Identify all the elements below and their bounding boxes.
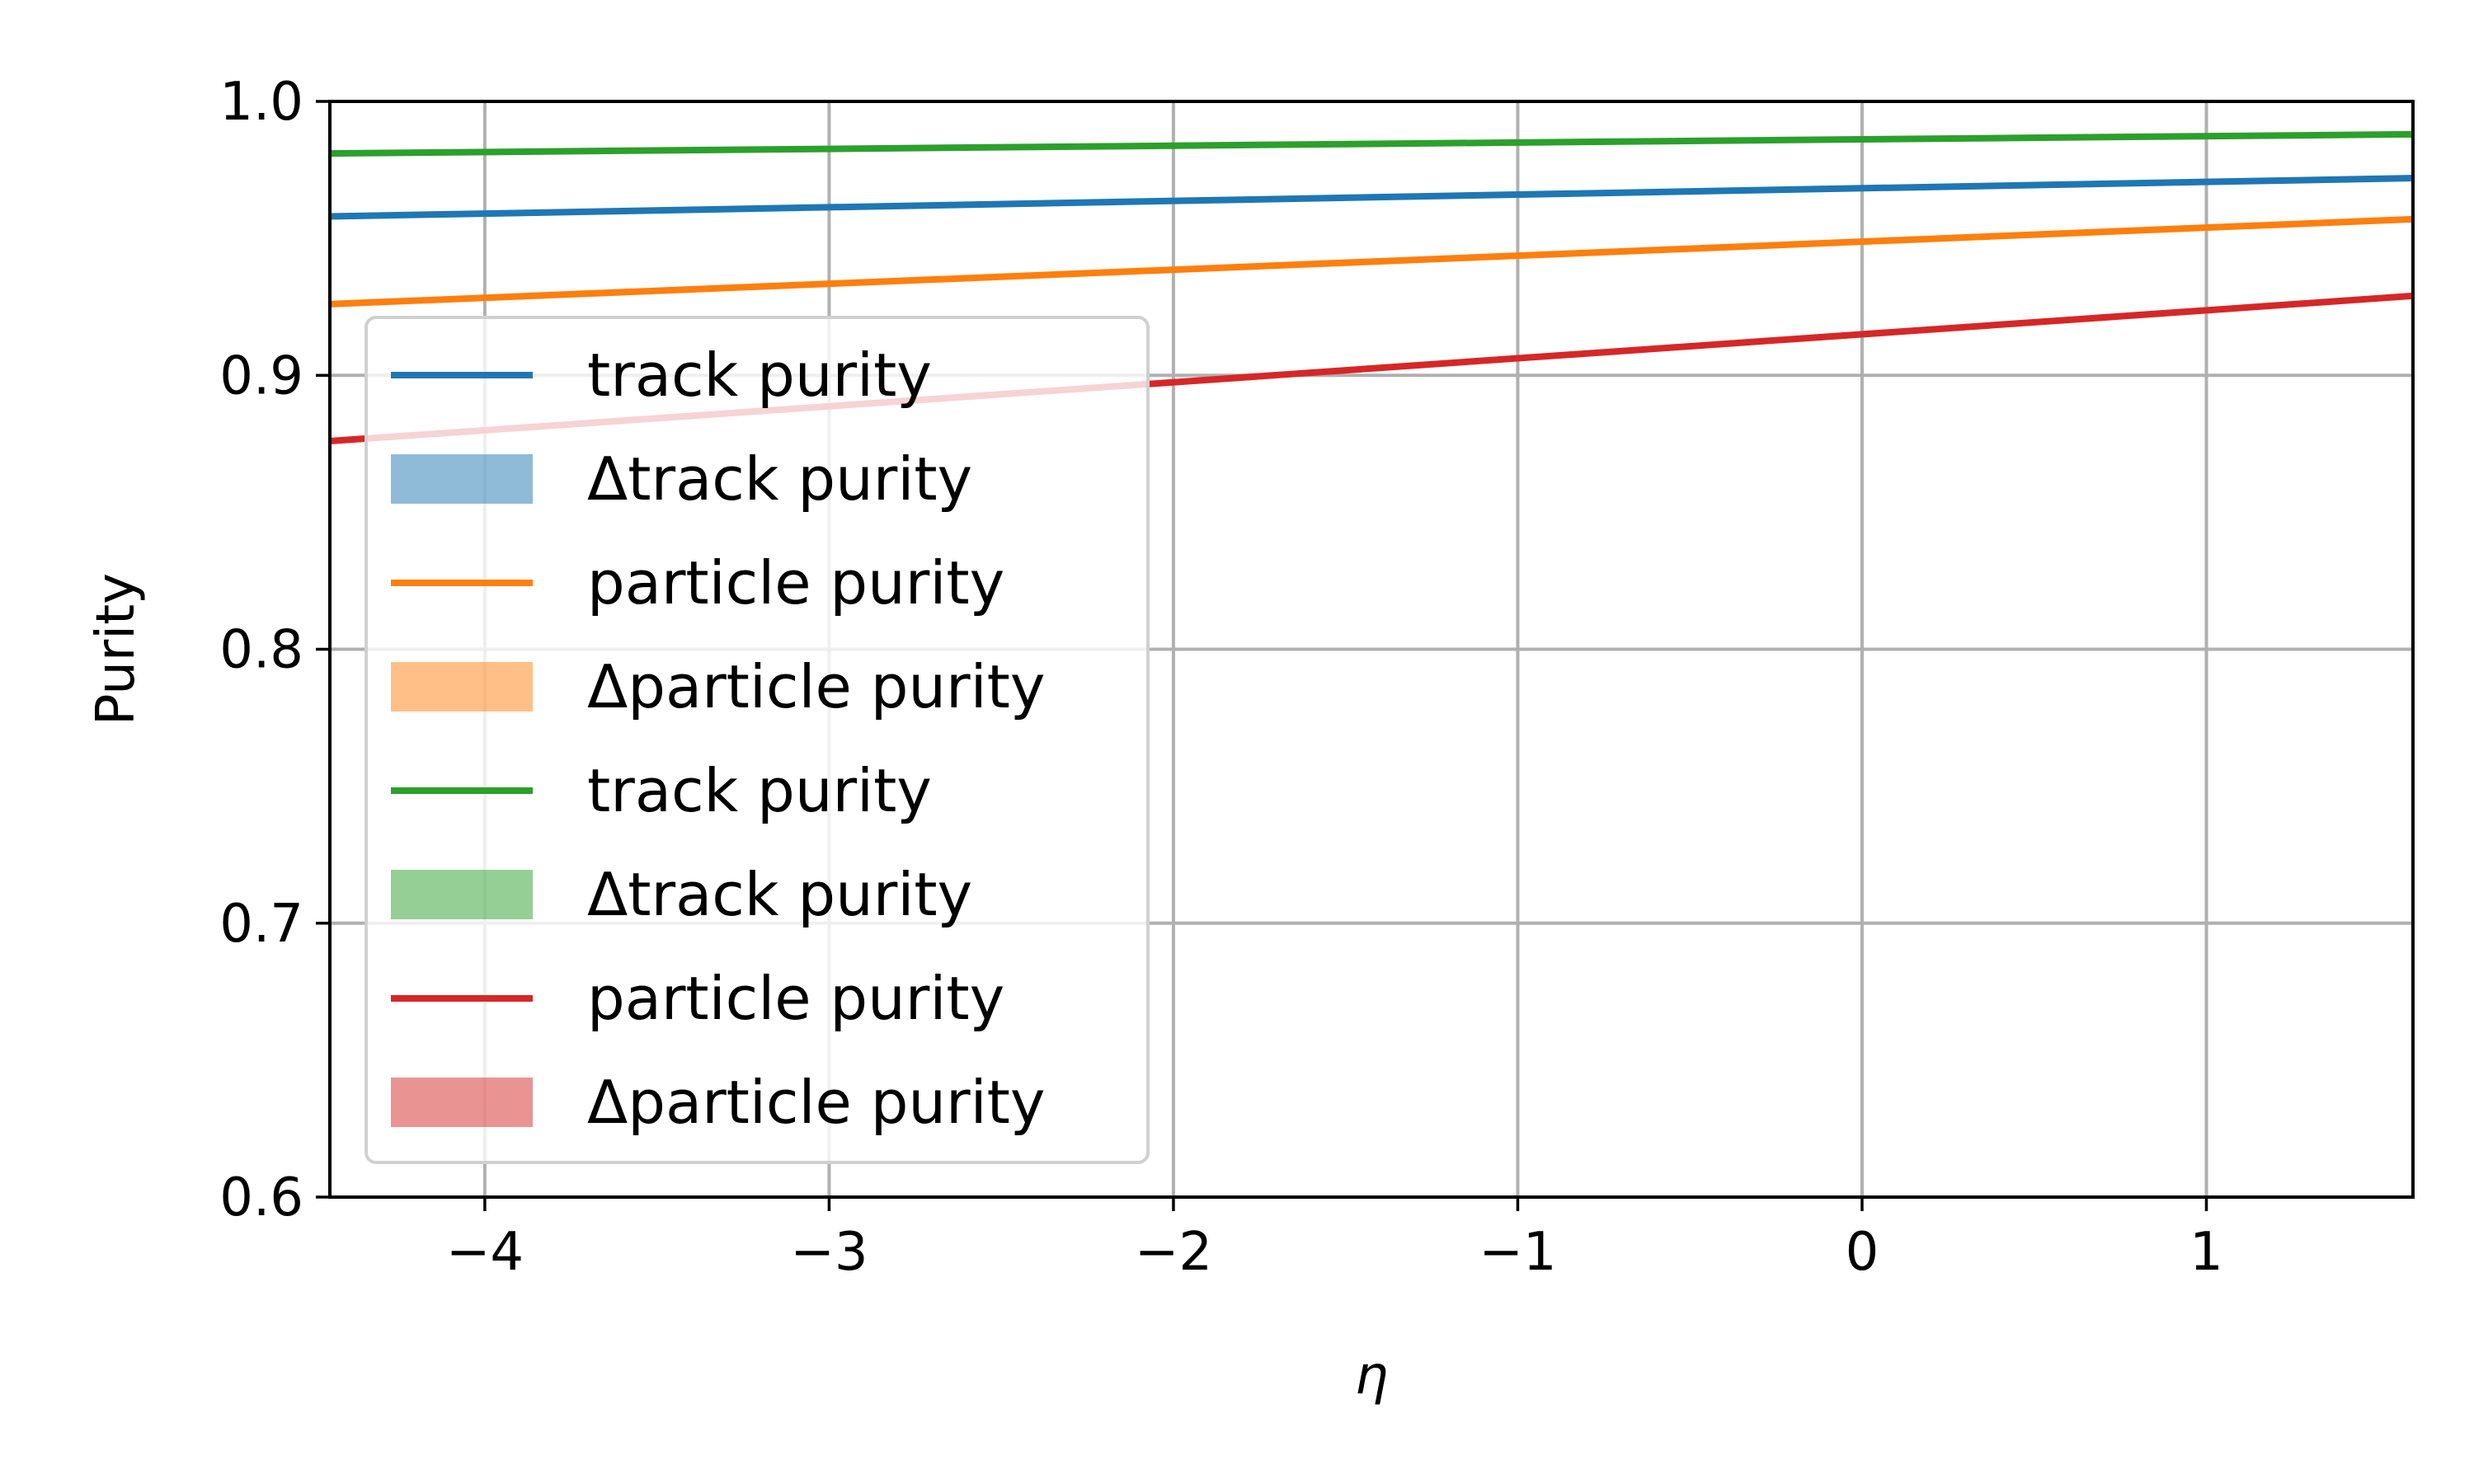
series-line-0 <box>329 175 2414 220</box>
legend-band-handle <box>391 454 533 504</box>
legend-label: Δtrack purity <box>587 860 972 929</box>
legend-label: Δparticle purity <box>587 1068 1045 1137</box>
legend-label: particle purity <box>587 548 1004 618</box>
x-tick-label: 1 <box>2189 1222 2223 1283</box>
y-tick-label: 1.0 <box>219 72 303 133</box>
x-tick-label: −2 <box>1135 1222 1212 1283</box>
y-tick-label: 0.8 <box>219 620 303 681</box>
y-tick-label: 0.6 <box>219 1167 303 1228</box>
series-line-2 <box>329 215 2414 308</box>
legend-label: track purity <box>587 756 932 825</box>
legend: track purity Δtrack purity particle purity… <box>365 316 1150 1164</box>
legend-label: Δtrack purity <box>587 444 972 514</box>
x-tick-label: −4 <box>446 1222 524 1283</box>
series-line-4 <box>329 130 2414 157</box>
legend-band-handle <box>391 870 533 919</box>
legend-box <box>365 316 1150 1164</box>
legend-band-handle <box>391 1078 533 1127</box>
legend-label: track purity <box>587 340 932 410</box>
y-tick-label: 0.9 <box>219 345 303 406</box>
legend-band-handle <box>391 662 533 711</box>
legend-label: Δparticle purity <box>587 652 1045 721</box>
legend-label: particle purity <box>587 964 1004 1033</box>
x-tick-label: 0 <box>1846 1222 1879 1283</box>
x-tick-label: −3 <box>790 1222 868 1283</box>
series-lines <box>329 130 2414 444</box>
y-axis-label: Purity <box>86 573 147 726</box>
y-tick-label: 0.7 <box>219 894 303 955</box>
x-axis-label: η <box>1355 1345 1389 1407</box>
axis-ticks: −4 −3 −2 −1 0 1 0.6 0.7 0.8 0.9 1.0 <box>219 72 2223 1283</box>
x-tick-label: −1 <box>1479 1222 1556 1283</box>
